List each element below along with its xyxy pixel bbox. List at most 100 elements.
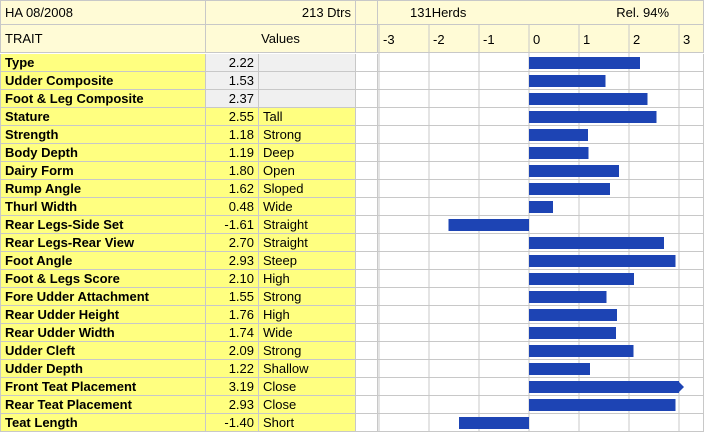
trait-descriptor: Wide [259,324,356,342]
trait-descriptor: Open [259,162,356,180]
trait-name: Body Depth [0,144,206,162]
trait-value: 2.10 [206,270,259,288]
row-spacer [356,360,378,378]
axis-header-bg [378,25,704,53]
chart-row-bg [378,342,704,360]
chart-row-bg [378,396,704,414]
trait-value: -1.40 [206,414,259,432]
row-spacer [356,288,378,306]
chart-row-bg [378,252,704,270]
trait-descriptor: Steep [259,252,356,270]
trait-name: Strength [0,126,206,144]
trait-descriptor [259,54,356,72]
trait-value: 1.76 [206,306,259,324]
trait-value: 1.74 [206,324,259,342]
chart-row-bg [378,360,704,378]
chart-axis-strip [356,25,378,53]
trait-descriptor: Shallow [259,360,356,378]
trait-descriptor [259,72,356,90]
chart-row-bg [378,306,704,324]
trait-value: 2.09 [206,342,259,360]
trait-name: Rear Legs-Side Set [0,216,206,234]
trait-name: Foot & Leg Composite [0,90,206,108]
chart-row-bg [378,108,704,126]
trait-descriptor: Wide [259,198,356,216]
chart-row-bg [378,234,704,252]
trait-name: Type [0,54,206,72]
trait-value: 1.19 [206,144,259,162]
row-spacer [356,72,378,90]
trait-name: Foot Angle [0,252,206,270]
trait-value: 2.93 [206,252,259,270]
trait-descriptor: Deep [259,144,356,162]
trait-value: 1.22 [206,360,259,378]
trait-value: 2.93 [206,396,259,414]
chart-row-bg [378,126,704,144]
trait-descriptor: High [259,306,356,324]
trait-value: 2.22 [206,54,259,72]
trait-name: Fore Udder Attachment [0,288,206,306]
trait-descriptor: Close [259,396,356,414]
reliability: Rel. 94% [578,0,704,25]
trait-descriptor: Short [259,414,356,432]
row-spacer [356,252,378,270]
row-spacer [356,216,378,234]
chart-row-bg [378,324,704,342]
chart-row-bg [378,180,704,198]
chart-row-bg [378,270,704,288]
chart-row-bg [378,162,704,180]
trait-value: 1.53 [206,72,259,90]
herds-count: 131Herds [378,0,578,25]
trait-descriptor: Tall [259,108,356,126]
chart-header-strip [356,0,378,25]
trait-descriptor: High [259,270,356,288]
row-spacer [356,234,378,252]
trait-name: Front Teat Placement [0,378,206,396]
row-spacer [356,342,378,360]
trait-name: Udder Depth [0,360,206,378]
row-spacer [356,324,378,342]
trait-name: Rear Udder Height [0,306,206,324]
trait-value: 1.80 [206,162,259,180]
row-spacer [356,54,378,72]
trait-name: Dairy Form [0,162,206,180]
trait-descriptor [259,90,356,108]
trait-name: Rump Angle [0,180,206,198]
trait-value: -1.61 [206,216,259,234]
chart-row-bg [378,198,704,216]
trait-name: Foot & Legs Score [0,270,206,288]
row-spacer [356,126,378,144]
trait-column-header: TRAIT [0,25,206,53]
row-spacer [356,414,378,432]
trait-value: 1.55 [206,288,259,306]
trait-descriptor: Strong [259,288,356,306]
chart-row-bg [378,54,704,72]
trait-name: Rear Udder Width [0,324,206,342]
sire-line-label: HA 08/2008 [0,0,206,25]
trait-name: Rear Legs-Rear View [0,234,206,252]
trait-name: Thurl Width [0,198,206,216]
chart-row-bg [378,72,704,90]
trait-value: 1.62 [206,180,259,198]
trait-value: 3.19 [206,378,259,396]
trait-value: 2.70 [206,234,259,252]
row-spacer [356,396,378,414]
row-spacer [356,378,378,396]
row-spacer [356,90,378,108]
trait-descriptor: Strong [259,126,356,144]
row-spacer [356,162,378,180]
trait-value: 1.18 [206,126,259,144]
trait-descriptor: Close [259,378,356,396]
row-spacer [356,144,378,162]
daughters-count: 213 Dtrs [206,0,356,25]
chart-row-bg [378,288,704,306]
trait-descriptor: Strong [259,342,356,360]
trait-value: 0.48 [206,198,259,216]
trait-descriptor: Straight [259,216,356,234]
trait-value: 2.55 [206,108,259,126]
trait-name: Rear Teat Placement [0,396,206,414]
row-spacer [356,270,378,288]
chart-row-bg [378,90,704,108]
trait-name: Teat Length [0,414,206,432]
